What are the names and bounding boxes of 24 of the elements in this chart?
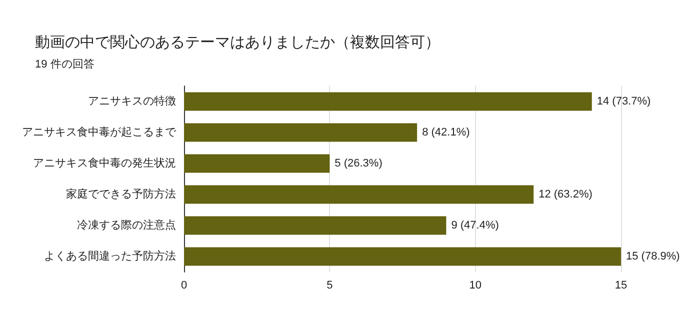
y-tick-label: よくある間違った予防方法 xyxy=(44,250,176,262)
data-label: 9 (47.4%) xyxy=(451,220,499,232)
x-tick-label: 0 xyxy=(180,280,188,292)
bar xyxy=(184,92,592,111)
x-tick-label: 10 xyxy=(469,280,482,292)
data-label: 15 (78.9%) xyxy=(626,250,680,262)
bar xyxy=(184,247,621,266)
bar xyxy=(184,123,418,142)
x-tick-label: 15 xyxy=(614,280,628,292)
bar xyxy=(184,154,330,173)
y-tick-label: アニサキス食中毒が起こるまで xyxy=(22,126,177,138)
data-label: 5 (26.3%) xyxy=(334,158,382,170)
bar xyxy=(184,216,446,235)
text: 19 件の回答 xyxy=(35,58,94,70)
y-tick-label: アニサキスの特徴 xyxy=(88,96,176,108)
chart-title: 動画の中で関心のあるテーマはありましたか（複数回答可） xyxy=(35,34,440,51)
bar xyxy=(184,185,534,204)
data-label: 12 (63.2%) xyxy=(538,188,592,200)
y-tick-label: 家庭でできる予防方法 xyxy=(66,188,176,200)
x-tick-label: 5 xyxy=(326,280,333,292)
y-tick-label: 冷凍する際の注意点 xyxy=(77,218,176,232)
data-label: 14 (73.7%) xyxy=(596,96,651,108)
data-label: 8 (42.1%) xyxy=(422,126,470,138)
y-tick-label: アニサキス食中毒の発生状況 xyxy=(33,156,176,170)
